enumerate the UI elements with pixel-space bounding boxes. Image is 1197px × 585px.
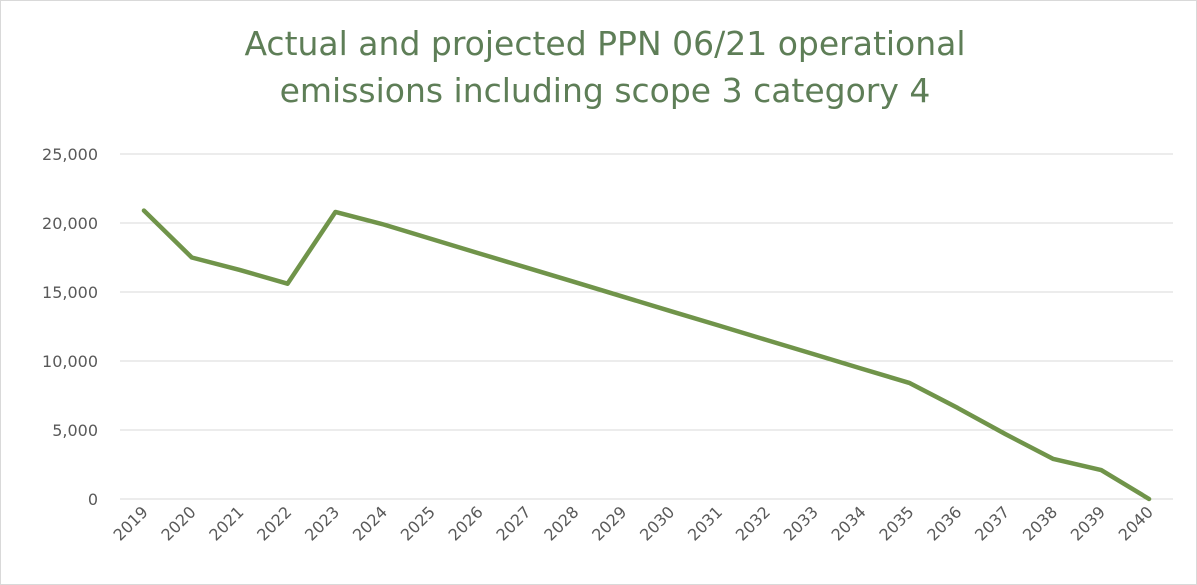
y-tick-label: 20,000 bbox=[42, 214, 98, 233]
chart-title: emissions including scope 3 category 4 bbox=[280, 71, 931, 110]
y-tick-label: 0 bbox=[88, 490, 98, 509]
y-tick-label: 5,000 bbox=[52, 421, 98, 440]
chart-title: Actual and projected PPN 06/21 operation… bbox=[244, 24, 965, 63]
y-tick-label: 25,000 bbox=[42, 145, 98, 164]
y-tick-label: 15,000 bbox=[42, 283, 98, 302]
line bbox=[141, 208, 1152, 502]
y-tick-label: 10,000 bbox=[42, 352, 98, 371]
